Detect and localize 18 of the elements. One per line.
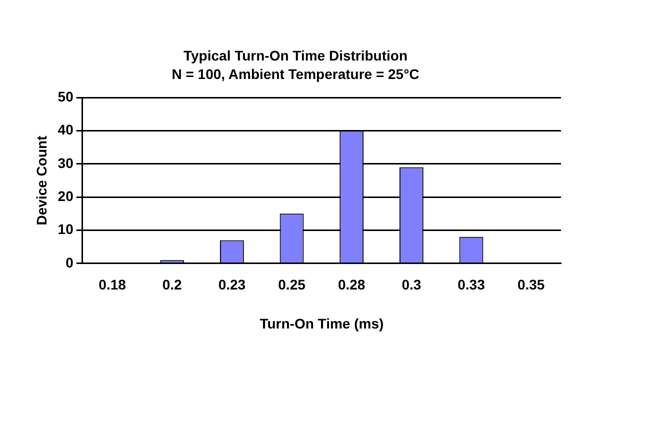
x-tick-label: 0.18 <box>98 276 126 293</box>
y-axis-title: Device Count <box>33 135 50 226</box>
x-tick-label: 0.35 <box>517 276 545 293</box>
x-tick-label: 0.23 <box>218 276 246 293</box>
y-tick-label: 40 <box>58 122 74 138</box>
x-tick-label: 0.33 <box>458 276 486 293</box>
x-tick-label: 0.3 <box>402 276 422 293</box>
x-tick-label: 0.28 <box>338 276 366 293</box>
y-tick-label: 20 <box>58 188 74 204</box>
x-axis-title: Turn-On Time (ms) <box>260 315 384 332</box>
chart-subtitle: N = 100, Ambient Temperature = 25°C <box>172 66 420 82</box>
y-tick-label: 10 <box>58 221 74 238</box>
chart-title: Typical Turn-On Time Distribution <box>183 47 408 64</box>
x-tick-label: 0.25 <box>278 276 306 293</box>
y-tick-label: 50 <box>58 88 74 104</box>
x-tick-label: 0.2 <box>162 276 182 293</box>
y-tick-label: 30 <box>58 154 74 171</box>
y-tick-label: 0 <box>66 254 74 270</box>
